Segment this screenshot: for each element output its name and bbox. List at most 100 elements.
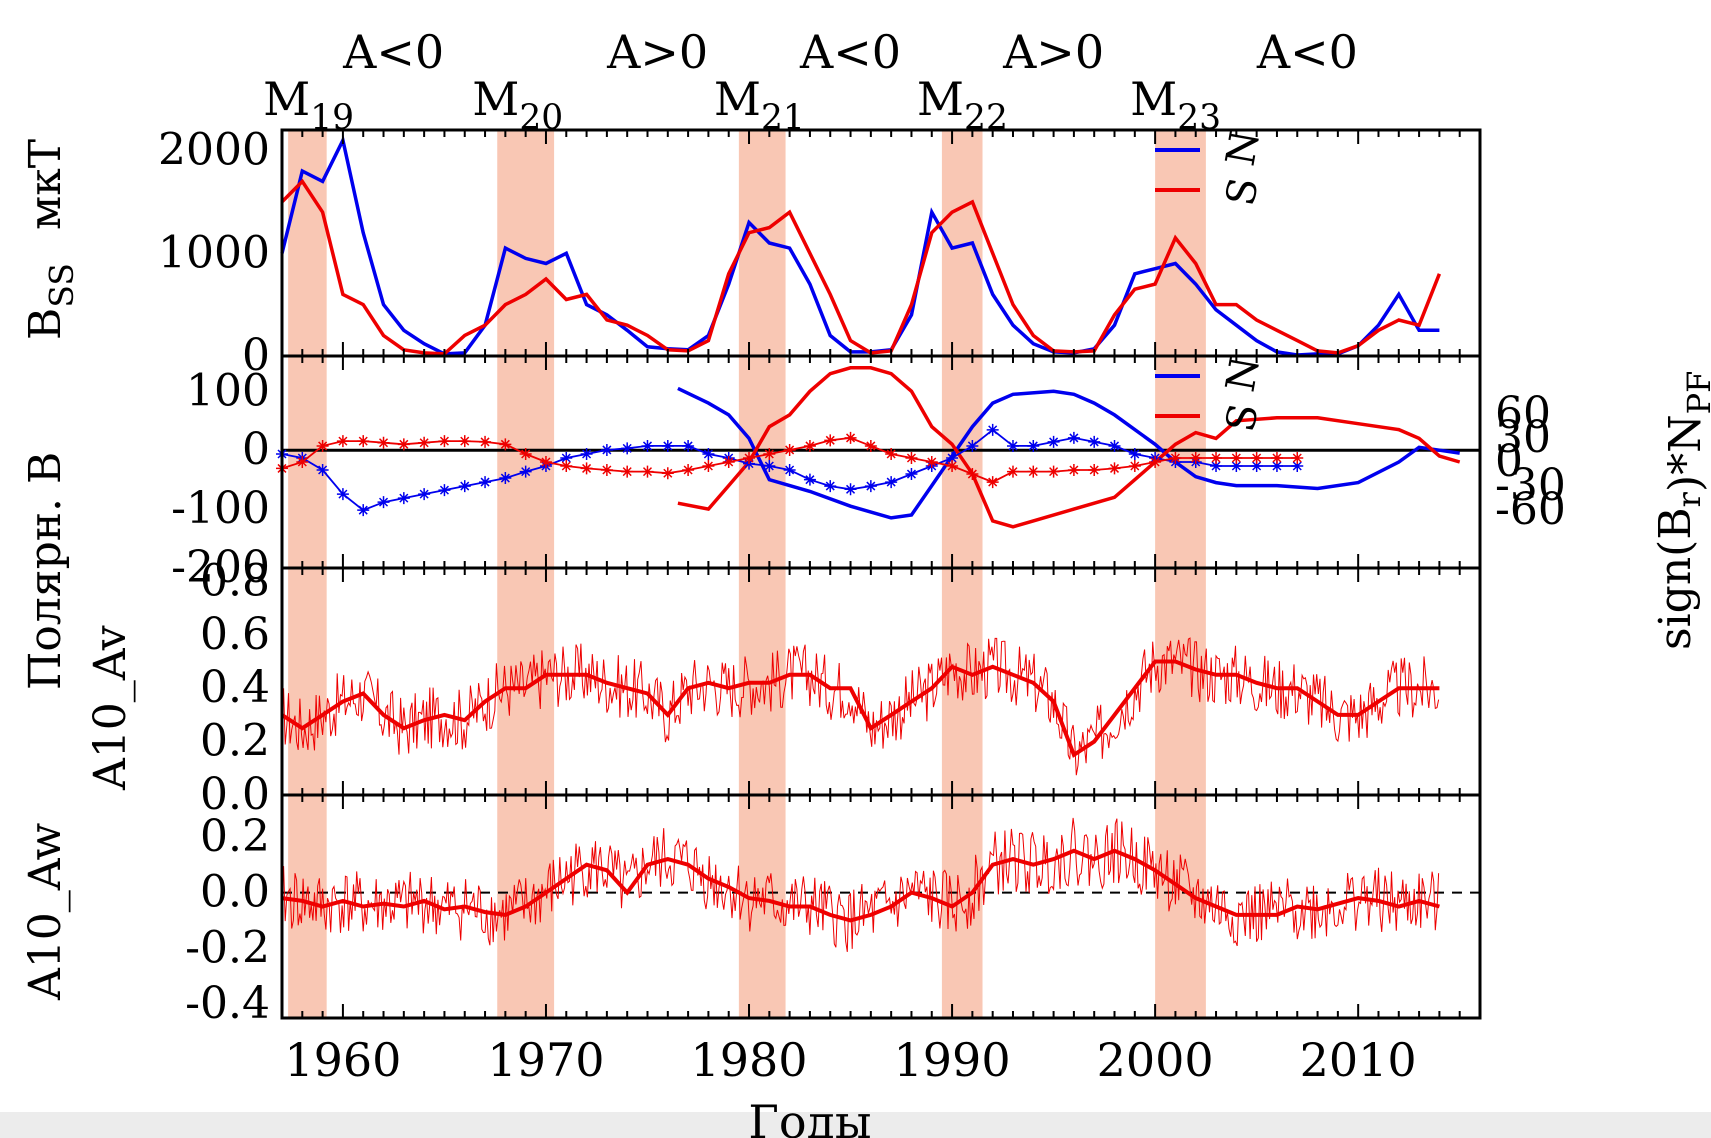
npf-line-S-marker: [499, 438, 512, 451]
av-ytick: 0.2: [200, 716, 270, 767]
npf-line-N-marker: [316, 464, 329, 477]
npf-line-N-marker: [1270, 460, 1283, 473]
npf-line-S-marker: [1169, 451, 1182, 464]
npf-line-S-marker: [316, 439, 329, 452]
max-label-20-main: M: [472, 72, 519, 126]
npf-line-N-marker: [1047, 435, 1060, 448]
npf-line-N-marker: [1088, 435, 1101, 448]
npf-line-N-marker: [946, 451, 959, 464]
npf-line-N-marker: [418, 488, 431, 501]
npf-line-S-marker: [1270, 451, 1283, 464]
npf-line-S-marker: [803, 439, 816, 452]
max-label-23-main: M: [1130, 72, 1177, 126]
npf-line-N-marker: [682, 439, 695, 452]
npf-line-N-marker: [499, 472, 512, 485]
npf-line-S-marker: [1189, 451, 1202, 464]
npf-line-S-marker: [1108, 462, 1121, 475]
npf-line-N-marker: [803, 473, 816, 486]
npf-line-N-marker: [905, 468, 918, 481]
npf-ylabel: sign(Br)*NPF: [1650, 371, 1711, 650]
max-band-22: [941, 130, 983, 1018]
npf-line-N-marker: [1250, 460, 1263, 473]
max-band-21: [738, 130, 786, 1018]
npf-line-N-marker: [1291, 460, 1304, 473]
flux-ylabel-unit: мкТ: [20, 139, 71, 230]
max-label-21-main: M: [714, 72, 761, 126]
npf-line-N-marker: [783, 464, 796, 477]
npf-line-N-marker: [600, 443, 613, 456]
npf-line-S-marker: [560, 460, 573, 473]
flux-ytick: 1000: [158, 227, 270, 278]
max-label-19-sub: 19: [310, 98, 354, 138]
flux-ytick: 2000: [158, 125, 270, 176]
polar-ytick: 0: [242, 424, 270, 475]
npf-line-S-marker: [600, 464, 613, 477]
npf-line-S-marker: [661, 467, 674, 480]
npf-line-S-marker: [1250, 451, 1263, 464]
npf-line-N-marker: [864, 480, 877, 493]
npf-line-N-marker: [885, 476, 898, 489]
npf-line-S-marker: [824, 434, 837, 447]
x-axis-label: Годы: [748, 1095, 871, 1138]
flux-line-N: [280, 135, 1440, 357]
aw-raw-line: [281, 817, 1440, 952]
av-raw-line: [281, 637, 1440, 776]
npf-line-S-marker: [357, 435, 370, 448]
av-ytick: 0.8: [200, 555, 270, 606]
polarity-label: A<0: [799, 25, 901, 79]
npf-line-N-marker: [1067, 431, 1080, 444]
npf-line-N-marker: [1027, 439, 1040, 452]
npf-ytick: 60: [1495, 388, 1551, 439]
xtick-label: 1960: [284, 1033, 401, 1087]
panel-frame-3: [280, 793, 1482, 1020]
npf-line-N-marker: [1006, 439, 1019, 452]
npf-line-S-marker: [925, 456, 938, 468]
legend-label-S: S: [1218, 174, 1268, 209]
max-label-23: M23: [1130, 72, 1221, 138]
av-smooth-line: [280, 659, 1440, 758]
legend-label-N: N: [1218, 353, 1269, 395]
max-band-19: [288, 130, 327, 1018]
npf-line-N-marker: [641, 439, 654, 452]
npf-line-N-marker: [986, 423, 999, 436]
polarity-label: A>0: [606, 25, 708, 79]
npf-ytick: -60: [1495, 484, 1566, 535]
npf-line-N-marker: [519, 465, 532, 478]
npf-line-S-marker: [458, 435, 471, 448]
npf-line-S-marker: [1027, 465, 1040, 478]
npf-line-S-marker: [905, 451, 918, 464]
npf-line-S-marker: [336, 435, 349, 448]
flux-ytick: 0: [242, 330, 270, 381]
polarity-label: A<0: [342, 25, 444, 79]
polar-ytick: -100: [171, 483, 270, 534]
max-label-21-sub: 21: [761, 98, 805, 138]
npf-line-N-marker: [336, 488, 349, 501]
aw-ytick: 0.2: [200, 811, 270, 862]
legend-label-N: N: [1218, 127, 1269, 169]
av-ytick: 0.6: [200, 609, 270, 660]
xtick-label: 1980: [690, 1033, 807, 1087]
npf-line-S-marker: [621, 465, 634, 478]
npf-ylabel-part: )*N: [1660, 414, 1711, 492]
npf-line-S-marker: [763, 447, 776, 460]
npf-line-S-marker: [783, 443, 796, 456]
xtick-label: 1970: [487, 1033, 604, 1087]
npf-line-S-marker: [539, 456, 552, 468]
npf-line-S-marker: [519, 447, 532, 460]
bottom-band: [0, 1112, 1711, 1138]
flux-ylabel-sub: SS: [42, 263, 81, 308]
npf-line-N-marker: [702, 447, 715, 460]
npf-line-N-marker: [661, 439, 674, 452]
aw-ytick: 0.0: [200, 867, 270, 918]
flux-line-S: [280, 178, 1442, 356]
xtick-label: 1990: [894, 1033, 1011, 1087]
npf-ytick: 30: [1495, 412, 1551, 463]
polar-line-N: [677, 386, 1460, 520]
panel-frame-0: [280, 128, 1482, 358]
npf-line-S-marker: [864, 439, 877, 452]
npf-line-S-marker: [722, 456, 735, 468]
npf-ylabel-part: r: [1670, 491, 1708, 507]
npf-line-S-marker: [986, 476, 999, 489]
aw-ytick: -0.4: [185, 978, 270, 1029]
